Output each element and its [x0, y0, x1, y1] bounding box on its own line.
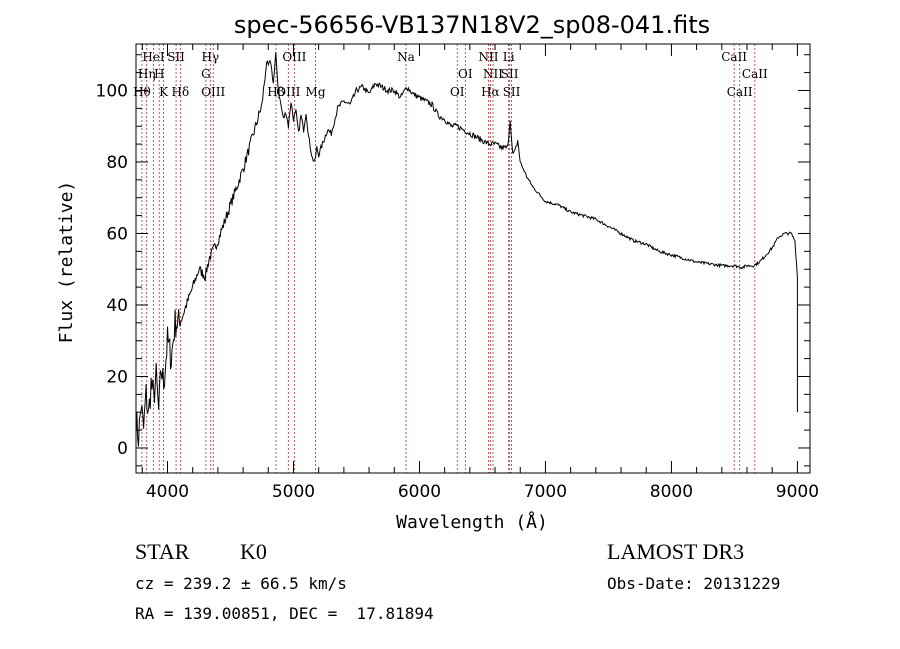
spectral-line-label: Mg	[306, 85, 326, 99]
x-tick-label: 6000	[398, 482, 441, 502]
spectral-line-label: H	[154, 67, 164, 81]
y-tick-label: 20	[106, 367, 128, 387]
spectral-line-label: CaII	[721, 50, 747, 64]
x-axis-ticks: 4000 5000 6000 7000 8000 9000	[141, 44, 819, 502]
y-tick-label: 100	[96, 81, 128, 101]
spectral-line-label: Hγ	[202, 50, 220, 64]
redshift-velocity: cz = 239.2 ± 66.5 km/s	[135, 574, 347, 593]
flux-series-line	[135, 52, 798, 447]
plot-frame	[135, 43, 811, 474]
spectral-line-label: HeI	[142, 50, 165, 64]
object-class: STAR	[135, 539, 190, 564]
x-tick-label: 4000	[146, 482, 189, 502]
y-tick-label: 40	[106, 296, 128, 316]
y-tick-label: 60	[106, 224, 128, 244]
spectral-line-label: CaII	[742, 67, 768, 81]
spectral-line-label: Hα	[481, 85, 500, 99]
survey-name: LAMOST DR3	[607, 539, 745, 564]
spectral-line-label: SII	[167, 50, 185, 64]
spectral-line-label: G	[201, 67, 211, 81]
spectral-line-label: Hδ	[171, 85, 189, 99]
spectral-line-label: OIII	[276, 85, 300, 99]
y-axis-ticks: 0 20 40 60 80 100	[96, 54, 810, 467]
spectral-line-label: CaII	[727, 85, 753, 99]
object-subclass: K0	[240, 539, 267, 564]
chart-title: spec-56656-VB137N18V2_sp08-041.fits	[234, 11, 710, 39]
x-tick-label: 7000	[524, 482, 567, 502]
observation-date: Obs-Date: 20131229	[607, 574, 781, 593]
spectral-line-label: OI	[458, 67, 473, 81]
spectral-line-label: SII	[503, 85, 521, 99]
x-axis-label: Wavelength (Å)	[396, 511, 548, 533]
y-tick-label: 0	[117, 439, 128, 459]
spectral-line-label: Li	[503, 50, 515, 64]
x-tick-label: 8000	[650, 482, 693, 502]
spectral-line-label: Na	[397, 50, 415, 64]
y-tick-label: 80	[106, 153, 128, 173]
spectral-line-label: NII	[483, 67, 503, 81]
spectral-line-label: SII	[501, 67, 519, 81]
spectral-line-label: Hθ	[133, 85, 151, 99]
spectral-line-label: OIII	[201, 85, 225, 99]
x-tick-label: 9000	[776, 482, 819, 502]
spectral-line-label: Hβ	[267, 85, 284, 99]
spectral-line-label: NII	[479, 50, 499, 64]
y-axis-label: Flux (relative)	[56, 181, 77, 344]
spectral-line-label: OI	[450, 85, 465, 99]
spectral-line-label: Hη	[138, 67, 156, 81]
x-tick-label: 5000	[272, 482, 315, 502]
spectral-line-label: K	[159, 85, 169, 99]
spectral-line-label: OIII	[282, 50, 306, 64]
coordinates: RA = 139.00851, DEC = 17.81894	[135, 604, 434, 623]
spectral-line-markers	[141, 44, 756, 473]
